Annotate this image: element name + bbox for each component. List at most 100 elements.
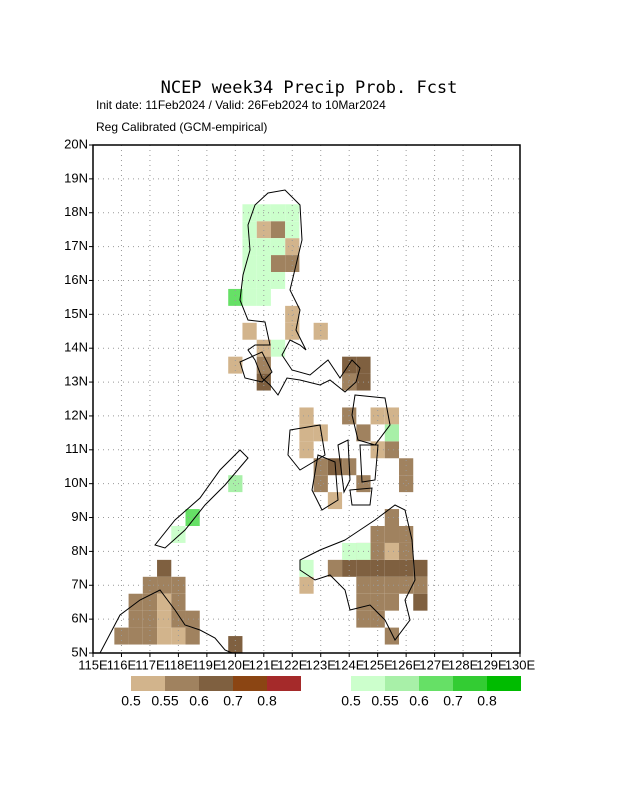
grid-cell: [285, 305, 300, 323]
y-tick-label: 20N: [64, 136, 88, 151]
colorbar-box: [453, 676, 487, 691]
coastline: [287, 424, 326, 471]
grid-cell: [256, 288, 271, 306]
grid-cell: [242, 322, 257, 340]
grid-cell: [171, 627, 186, 645]
grid-cell: [142, 610, 158, 628]
coastline: [337, 439, 351, 494]
y-tick-label: 9N: [71, 509, 88, 524]
x-tick-label: 130E: [505, 657, 536, 672]
grid-cell: [299, 407, 314, 425]
x-tick-label: 127E: [419, 657, 450, 672]
colorbar-label: 0.6: [409, 693, 429, 709]
y-tick-label: 8N: [71, 543, 88, 558]
grid: [92, 144, 521, 654]
x-tick-label: 116E: [107, 657, 137, 672]
colorbar-box: [131, 676, 165, 691]
grid-cell: [399, 475, 414, 493]
grid-cell: [384, 441, 400, 459]
grid-cell: [384, 526, 400, 543]
grid-cell: [384, 542, 400, 560]
grid-cell: [370, 542, 385, 560]
grid-cell: [356, 356, 371, 374]
grid-cell: [384, 509, 400, 526]
grid-cell: [342, 542, 357, 560]
y-tick-label: 19N: [64, 170, 88, 185]
grid-cell: [228, 636, 243, 653]
y-tick-label: 14N: [64, 340, 88, 355]
y-tick-label: 11N: [65, 441, 88, 456]
colorbar-box: [199, 676, 233, 691]
coastline: [154, 449, 249, 549]
grid-cell: [413, 559, 428, 577]
colorbar-box: [351, 676, 385, 691]
colorbar-label: 0.6: [189, 693, 209, 709]
colorbar-label: 0.5: [121, 693, 141, 709]
coastlines: [99, 189, 416, 654]
grid-cell: [157, 593, 172, 611]
colorbar-box: [233, 676, 267, 691]
y-tick-label: 13N: [64, 374, 88, 389]
grid-cell: [399, 542, 414, 560]
coastline: [311, 454, 339, 511]
grid-cell: [384, 627, 400, 645]
grid-cell: [342, 373, 357, 391]
grid-cell: [370, 526, 385, 543]
grid-cell: [157, 559, 172, 577]
grid-cell: [142, 627, 158, 645]
grid-cell: [256, 221, 271, 239]
grid-cell: [128, 610, 143, 628]
y-tick-label: 7N: [71, 577, 88, 592]
y-tick-label: 18N: [64, 204, 88, 219]
grid-cell: [384, 424, 400, 442]
y-tick-label: 17N: [64, 238, 88, 253]
grid-cell: [342, 559, 357, 577]
x-tick-label: 120E: [220, 657, 251, 672]
grid-cell: [313, 322, 328, 340]
grid-cell: [384, 576, 400, 594]
map-frame: [92, 144, 521, 654]
colorbar-label: 0.7: [223, 693, 243, 709]
grid-cell: [370, 610, 385, 628]
grid-cell: [299, 424, 314, 442]
grid-cell: [327, 492, 343, 510]
grid-cell: [228, 288, 243, 306]
grid-cell: [157, 576, 172, 594]
cells: [114, 204, 428, 653]
coastline: [299, 504, 416, 641]
colorbar-label: 0.5: [341, 693, 361, 709]
grid-cell: [285, 255, 300, 272]
grid-cell: [384, 407, 400, 425]
x-tick-label: 121E: [249, 657, 280, 672]
colorbar-box: [267, 676, 301, 691]
grid-cell: [356, 559, 371, 577]
grid-cell: [384, 593, 400, 611]
x-tick-label: 125E: [362, 657, 393, 672]
grid-cell: [285, 204, 300, 222]
coastline: [239, 351, 273, 383]
grid-cell: [285, 322, 300, 340]
grid-cell: [242, 272, 257, 289]
y-tick-label: 15N: [64, 306, 88, 321]
y-tick-label: 10N: [64, 475, 88, 490]
x-tick-label: 115E: [78, 657, 108, 672]
grid-cell: [399, 458, 414, 476]
colorbar-box: [487, 676, 521, 691]
colorbar-box: [385, 676, 419, 691]
grid-cell: [299, 559, 314, 577]
colorbar-label: 0.8: [257, 693, 277, 709]
grid-cell: [256, 255, 271, 272]
coastline: [349, 487, 373, 506]
x-tick-label: 124E: [334, 657, 365, 672]
grid-cell: [242, 255, 257, 272]
coastline: [239, 189, 361, 396]
grid-cell: [128, 627, 143, 645]
grid-cell: [157, 610, 172, 628]
grid-cell: [413, 593, 428, 611]
subtitle: Init date: 11Feb2024 / Valid: 26Feb2024 …: [96, 98, 386, 112]
chart-title: NCEP week34 Precip Prob. Fcst: [161, 78, 458, 98]
colorbar-box: [165, 676, 199, 691]
grid-cell: [171, 593, 186, 611]
coastline: [99, 589, 233, 654]
